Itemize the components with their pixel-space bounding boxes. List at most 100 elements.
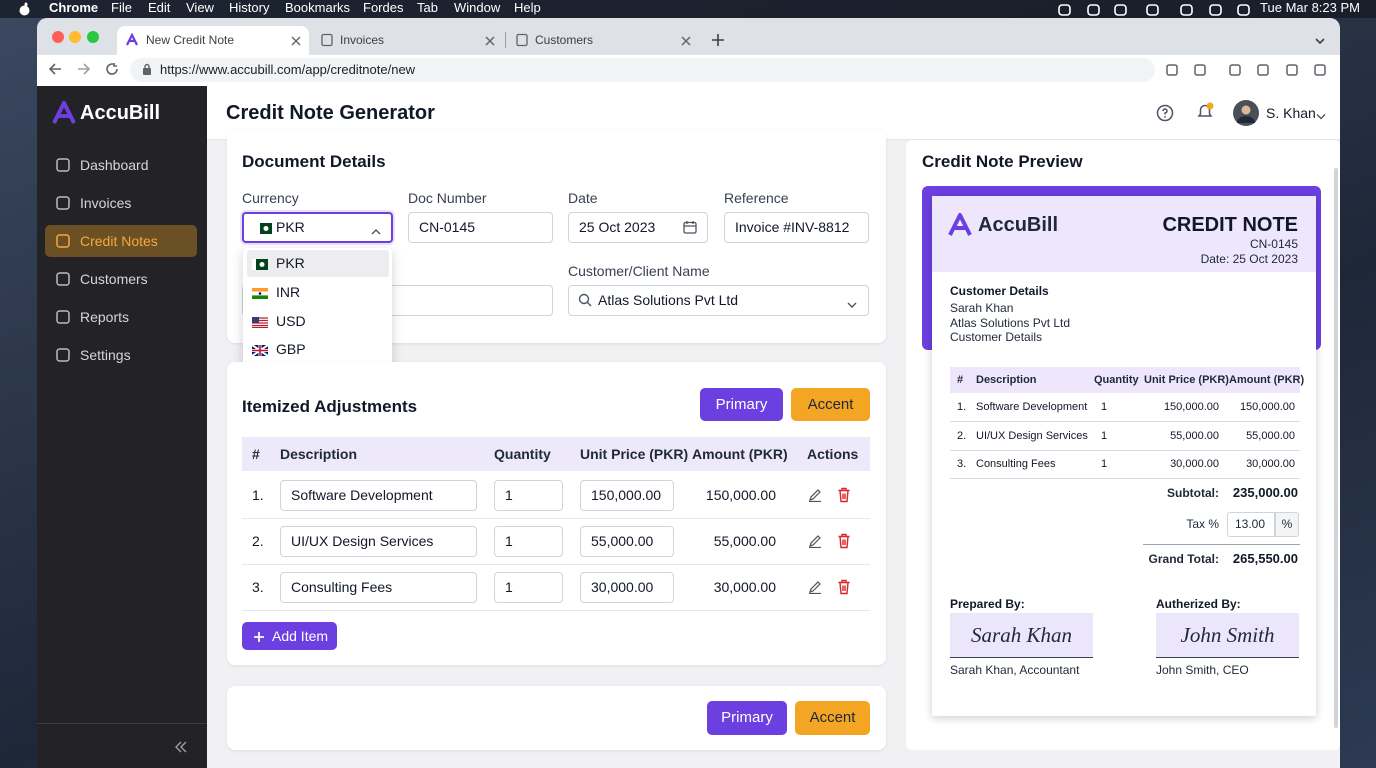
input-field[interactable]: 30,000.00 (580, 572, 674, 603)
new-tab[interactable] (711, 33, 725, 47)
forward-button[interactable] (77, 62, 91, 76)
currency-option[interactable]: PKR (276, 255, 305, 271)
window-control[interactable] (69, 31, 81, 43)
nav-icon[interactable] (55, 157, 71, 173)
back-button[interactable] (48, 62, 62, 76)
url-field[interactable] (130, 58, 1155, 82)
tab-close[interactable] (680, 34, 692, 46)
currency-option[interactable]: GBP (276, 341, 306, 357)
help-icon[interactable] (1156, 104, 1174, 122)
collapse-button[interactable] (174, 740, 188, 754)
delete-button[interactable] (837, 579, 851, 595)
reload-button[interactable] (105, 62, 119, 76)
input-field[interactable]: 1 (494, 572, 563, 603)
menu-item[interactable]: Bookmarks (285, 0, 351, 15)
tab-close[interactable] (484, 34, 496, 46)
input-field[interactable]: Software Development (280, 480, 477, 511)
window-control[interactable] (87, 31, 99, 43)
add-item-label[interactable]: Add Item (272, 628, 329, 644)
user-name[interactable]: S. Khan (1266, 105, 1316, 121)
nav-icon[interactable] (55, 195, 71, 211)
menu-item[interactable]: Edit (148, 0, 171, 15)
button[interactable] (242, 622, 337, 650)
nav-item[interactable]: Settings (80, 347, 131, 363)
button[interactable]: Accent (791, 388, 870, 421)
calendar-icon[interactable] (683, 220, 697, 234)
user-menu-chevron[interactable] (1316, 108, 1326, 120)
toolbar-icon[interactable] (1165, 63, 1179, 77)
nav-item[interactable]: Invoices (80, 195, 132, 211)
icon-shape (1229, 64, 1241, 76)
menu-item[interactable]: Fordes (363, 0, 404, 15)
button[interactable]: Accent (795, 701, 870, 735)
edit-button[interactable] (808, 534, 822, 549)
tab-active[interactable] (117, 26, 309, 55)
nav-icon[interactable] (55, 347, 71, 363)
icon-shape (809, 535, 821, 549)
tab-close[interactable] (290, 34, 302, 46)
edit-button[interactable] (808, 488, 822, 503)
edit-button[interactable] (808, 580, 822, 595)
nav-icon[interactable] (55, 309, 71, 325)
menu-app: Chrome (49, 0, 99, 15)
menu-item[interactable]: Window (454, 0, 501, 15)
icon-shape (1257, 64, 1269, 76)
tax-input[interactable]: 13.00 (1227, 512, 1275, 537)
clock: Tue Mar 8:23 PM (1260, 0, 1360, 15)
toolbar-icon[interactable] (1313, 63, 1327, 77)
input-field[interactable]: 1 (494, 480, 563, 511)
nav-item[interactable]: Customers (80, 271, 148, 287)
nav-item[interactable]: Credit Notes (80, 233, 158, 249)
tab-title[interactable]: Customers (535, 33, 594, 47)
currency-value[interactable]: PKR (276, 219, 305, 235)
input-field[interactable]: CN-0145 (408, 212, 553, 243)
currency-option[interactable]: USD (276, 313, 306, 329)
currency-option[interactable]: INR (276, 284, 301, 300)
input-field[interactable]: 1 (494, 526, 563, 557)
input-field[interactable]: 150,000.00 (580, 480, 674, 511)
icon-shape (56, 348, 70, 362)
menu-item[interactable]: View (186, 0, 214, 15)
menu-item[interactable]: Help (514, 0, 541, 15)
preview-row-divider (950, 449, 1300, 451)
menu-bar (0, 0, 1376, 18)
icon-shape (1164, 116, 1166, 118)
avatar[interactable] (1233, 100, 1259, 126)
toolbar-icon[interactable] (1285, 63, 1299, 77)
toolbar-icon[interactable] (1193, 63, 1207, 77)
input-field[interactable]: Consulting Fees (280, 572, 477, 603)
menu-item[interactable]: History (229, 0, 270, 15)
input-field[interactable]: 25 Oct 2023 (568, 212, 708, 243)
button[interactable]: Primary (707, 701, 787, 735)
nav-item[interactable]: Reports (80, 309, 130, 325)
toolbar-icon[interactable] (1256, 63, 1270, 77)
delete-button[interactable] (837, 533, 851, 549)
input-field[interactable]: 55,000.00 (580, 526, 674, 557)
tab-title[interactable]: Invoices (340, 33, 385, 47)
icon-shape (1237, 4, 1250, 16)
window-control[interactable] (52, 31, 64, 43)
input-field[interactable]: Invoice #INV-8812 (724, 212, 869, 243)
icon-shape (106, 63, 118, 75)
icon-shape (683, 221, 697, 234)
tab-search[interactable] (1314, 34, 1326, 46)
dropdown-chevron[interactable] (371, 223, 381, 235)
nav-icon[interactable] (55, 233, 71, 249)
tab-title[interactable]: New Credit Note (146, 33, 235, 47)
customer-value[interactable]: Atlas Solutions Pvt Ltd (598, 292, 739, 308)
notification-icon[interactable] (1195, 102, 1215, 122)
preview-cell: 1 (1101, 401, 1108, 413)
input-field[interactable] (568, 285, 869, 316)
menu-item[interactable]: Tab (417, 0, 438, 15)
nav-icon[interactable] (55, 271, 71, 287)
input-field[interactable] (242, 212, 393, 243)
toolbar-icon[interactable] (1228, 63, 1242, 77)
input-field[interactable]: UI/UX Design Services (280, 526, 477, 557)
delete-button[interactable] (837, 487, 851, 503)
search-icon (578, 293, 592, 307)
menu-item[interactable]: File (111, 0, 132, 15)
select-chevron[interactable] (847, 296, 857, 308)
button[interactable]: Primary (700, 388, 783, 421)
nav-item[interactable]: Dashboard (80, 157, 149, 173)
